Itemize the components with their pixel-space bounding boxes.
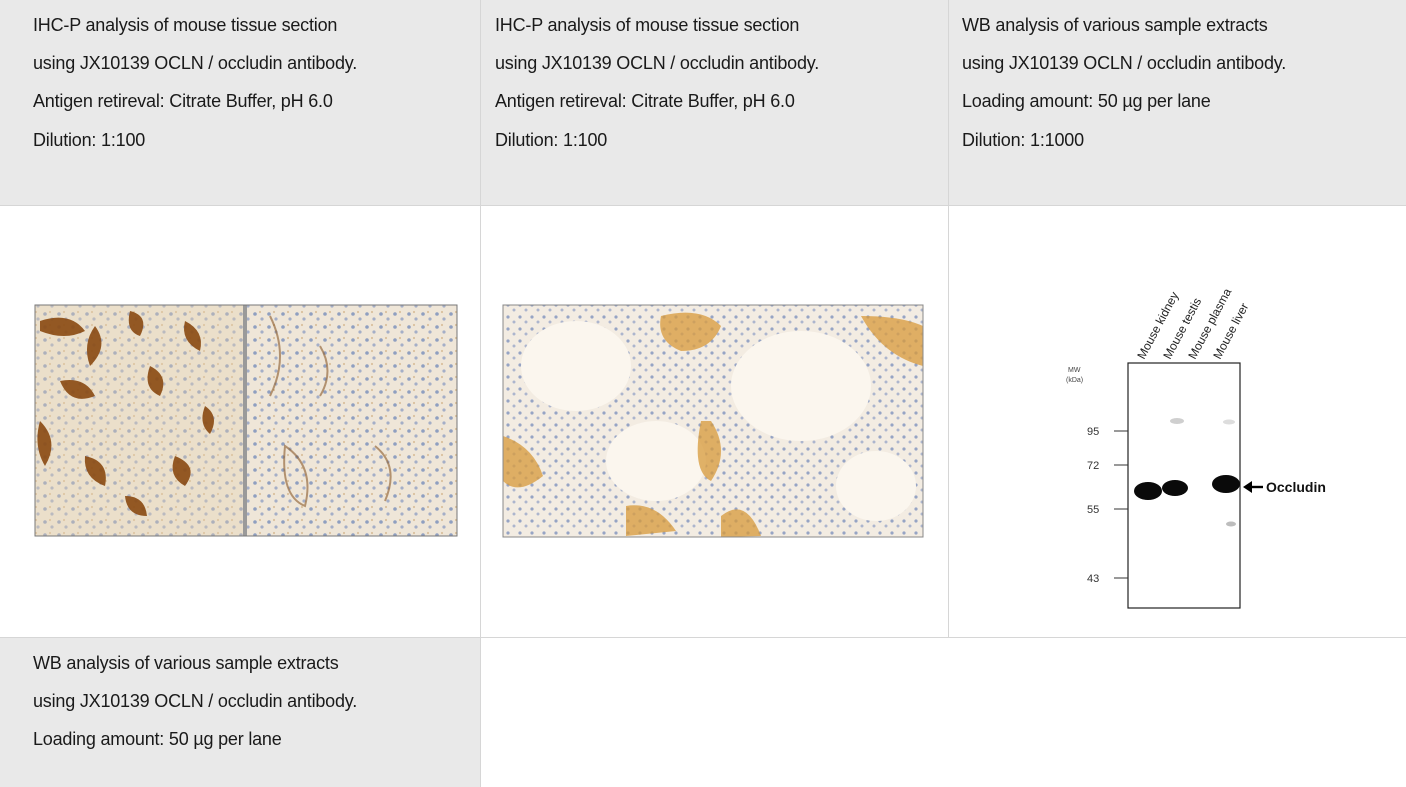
divider xyxy=(0,205,1406,206)
marker-label: 55 xyxy=(1087,504,1099,516)
caption-line: IHC-P analysis of mouse tissue section xyxy=(495,15,800,35)
caption-line: Dilution: 1:100 xyxy=(495,129,608,150)
caption-cell-4: WB analysis of various sample extracts u… xyxy=(0,638,480,787)
bands xyxy=(1134,418,1240,527)
caption-line: WB analysis of various sample extracts xyxy=(33,653,339,673)
caption-line: Loading amount: 50 µg per lane xyxy=(33,729,282,750)
caption-line: using JX10139 OCLN / occludin antibody. xyxy=(962,53,1287,74)
lane-labels: Mouse kidney Mouse testis Mouse plasma M… xyxy=(1134,286,1251,362)
mw-unit-label: (kDa) xyxy=(1066,377,1083,384)
mw-label: MW xyxy=(1068,367,1081,374)
caption-cell-2: IHC-P analysis of mouse tissue section u… xyxy=(481,0,948,205)
faint-band xyxy=(1223,419,1235,425)
caption-line: WB analysis of various sample extracts xyxy=(962,15,1268,35)
ihc-testis-image xyxy=(502,304,924,538)
ihc-kidney-image xyxy=(34,304,458,537)
caption-line: Dilution: 1:100 xyxy=(33,129,146,150)
caption-line: Loading amount: 50 µg per lane xyxy=(962,91,1211,112)
faint-band xyxy=(1226,521,1236,527)
caption-cell-3: WB analysis of various sample extracts u… xyxy=(949,0,1406,205)
divider xyxy=(948,0,949,637)
image-cell-3: MW (kDa) Mouse kidney Mouse testis Mouse… xyxy=(949,206,1406,637)
caption-line: Antigen retireval: Citrate Buffer, pH 6.… xyxy=(33,91,333,112)
divider xyxy=(480,0,481,787)
marker-label: 43 xyxy=(1087,573,1099,585)
occludin-arrow: Occludin xyxy=(1243,479,1326,495)
band xyxy=(1212,475,1240,493)
caption-cell-1: IHC-P analysis of mouse tissue section u… xyxy=(0,0,480,205)
image-cell-1 xyxy=(0,206,480,637)
caption-line: using JX10139 OCLN / occludin antibody. xyxy=(495,53,820,74)
divider xyxy=(0,637,1406,638)
marker-ticks xyxy=(1114,430,1128,579)
caption-line: using JX10139 OCLN / occludin antibody. xyxy=(33,691,358,712)
marker-label: 72 xyxy=(1087,460,1099,472)
caption-line: using JX10139 OCLN / occludin antibody. xyxy=(33,53,358,74)
faint-band xyxy=(1170,418,1184,424)
arrow-left-icon xyxy=(1243,481,1252,493)
caption-line: IHC-P analysis of mouse tissue section xyxy=(33,15,338,35)
band xyxy=(1134,482,1162,500)
caption-line: Antigen retireval: Citrate Buffer, pH 6.… xyxy=(495,91,795,112)
caption-line: Dilution: 1:1000 xyxy=(962,129,1084,150)
western-blot-image: MW (kDa) Mouse kidney Mouse testis Mouse… xyxy=(1066,286,1326,609)
target-label: Occludin xyxy=(1266,479,1326,495)
image-cell-2 xyxy=(481,206,948,637)
marker-label: 95 xyxy=(1087,426,1099,438)
band xyxy=(1162,480,1188,496)
